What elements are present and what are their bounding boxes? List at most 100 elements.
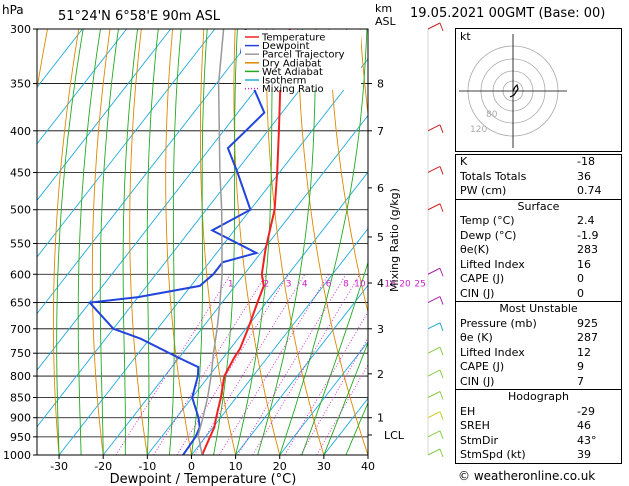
wind-barb [427, 448, 441, 456]
temp-tick-label: -20 [94, 460, 112, 473]
km-unit-label: km [375, 2, 392, 15]
isotherm [58, 58, 368, 455]
wind-barb-feather [439, 166, 444, 175]
wind-barb-feather [439, 322, 444, 331]
temp-tick-label: 10 [229, 460, 243, 473]
index-row: Lifted Index 16 [460, 257, 591, 271]
dry-adiabat [199, 29, 237, 455]
indices-top: K -18 Totals Totals 36 PW (cm) 0.74 [455, 154, 622, 200]
km-tick-label: 2 [377, 368, 384, 381]
plot-frame [36, 28, 369, 456]
mixing-ratio-label: 25 [414, 279, 425, 289]
section-title: Most Unstable [499, 302, 578, 315]
index-row: StmDir 43° [460, 433, 597, 447]
km-tick-label: 1 [377, 412, 384, 425]
wind-barb-feather [439, 347, 444, 356]
pressure-tick-label: 600 [10, 268, 31, 281]
hodo-ring-label: 80 [486, 110, 498, 120]
wind-barb [427, 322, 441, 330]
legend-label: Parcel Trajectory [262, 50, 345, 61]
wind-barbs [427, 22, 444, 458]
pressure-tick-label: 750 [10, 347, 31, 360]
index-row: Pressure (mb) 925 [460, 316, 598, 330]
series-line-temperature [201, 29, 291, 455]
temp-tick-label: -10 [138, 460, 156, 473]
wind-barb-feather [439, 124, 444, 133]
wet-adiabat [323, 341, 368, 455]
km-tick-label: 6 [377, 182, 384, 195]
mixing-ratio-line [153, 274, 267, 455]
pressure-tick-label: 350 [10, 78, 31, 91]
mixing-ratio-label: 16 [384, 279, 396, 289]
index-row: Dewp (°C) -1.9 [460, 228, 599, 242]
mixing-ratio-line [316, 363, 368, 455]
km-tick-label: 4 [377, 277, 384, 290]
dry-adiabat [265, 29, 325, 455]
pressure-tick-label: 1000 [3, 449, 31, 462]
wind-barb-feather [439, 296, 444, 305]
dry-adiabat [359, 29, 368, 118]
wind-barb [427, 391, 441, 398]
series-line-parcel-trajectory [197, 29, 225, 455]
pressure-tick-label: 650 [10, 297, 31, 310]
wind-barb-feather [439, 268, 444, 277]
wind-barb [427, 166, 441, 173]
wind-barb-feather [439, 411, 444, 420]
legend-label: Dry Adiabat [262, 58, 321, 69]
station-label: 51°24'N 6°58'E 90m ASL [58, 9, 221, 24]
mixing-ratio-line [115, 274, 232, 455]
wind-barb [427, 124, 441, 132]
indices-table: K -18 Totals Totals 36 PW (cm) 0.74 Surface… [455, 154, 622, 464]
pressure-tick-label: 500 [10, 204, 31, 217]
legend-label: Temperature [261, 33, 325, 44]
wet-adiabat [345, 401, 368, 455]
temp-tick-label: 20 [273, 460, 287, 473]
wet-adiabat [56, 29, 84, 455]
index-row: CIN (J) 0 [460, 286, 584, 300]
isotherm [102, 114, 368, 455]
index-row: θe(K) 283 [460, 243, 598, 256]
hodo-unit-label: kt [460, 30, 471, 43]
isotherm [191, 227, 368, 455]
index-row: PW (cm) 0.74 [460, 184, 602, 197]
wind-barb-feather [439, 391, 444, 400]
index-row: StmSpd (kt) 39 [460, 448, 591, 461]
mixing-ratio-label: 3 [286, 279, 292, 289]
profile-lines [87, 29, 291, 455]
pressure-tick-label: 850 [10, 391, 31, 404]
wind-barb [427, 346, 441, 354]
wind-barb [427, 267, 441, 275]
wind-barb [427, 296, 441, 304]
wet-adiabat [301, 261, 368, 455]
mixing-ratio-label: 1 [228, 279, 234, 289]
temp-tick-label: -30 [50, 460, 68, 473]
pressure-tick-label: 300 [10, 23, 31, 36]
wind-barb-feather [439, 22, 444, 32]
hodograph-panel: kt 80 120 [455, 28, 622, 152]
dry-adiabat [52, 29, 80, 455]
isotherm [37, 29, 304, 371]
surface-section: Surface Temp (°C) 2.4 Dewp (°C) -1.9 θe(K)… [455, 199, 622, 302]
index-row: Totals Totals 36 [460, 169, 591, 183]
index-row: Lifted Index 12 [460, 345, 591, 359]
wind-barb [427, 411, 441, 419]
pressure-tick-label: 550 [10, 237, 31, 250]
asl-unit-label: ASL [375, 15, 397, 28]
dry-adiabat [297, 29, 368, 455]
section-title: Surface [517, 199, 560, 213]
wind-barb-feather [439, 369, 444, 379]
pressure-tick-label: 400 [10, 125, 31, 138]
mixing-ratio-line [218, 274, 329, 455]
km-tick-label: 8 [377, 78, 384, 91]
mixing-ratio-label: 8 [343, 279, 349, 289]
index-row: EH -29 [460, 404, 595, 418]
temp-tick-label: 40 [361, 460, 375, 473]
index-row: Temp (°C) 2.4 [460, 214, 595, 227]
isotherm [37, 29, 172, 202]
wind-barb [427, 203, 441, 211]
wind-barb-feather [439, 430, 444, 440]
x-axis-label: Dewpoint / Temperature (°C) [110, 472, 297, 486]
legend-label: Dewpoint [262, 41, 310, 52]
wind-barb-feather [439, 448, 444, 458]
